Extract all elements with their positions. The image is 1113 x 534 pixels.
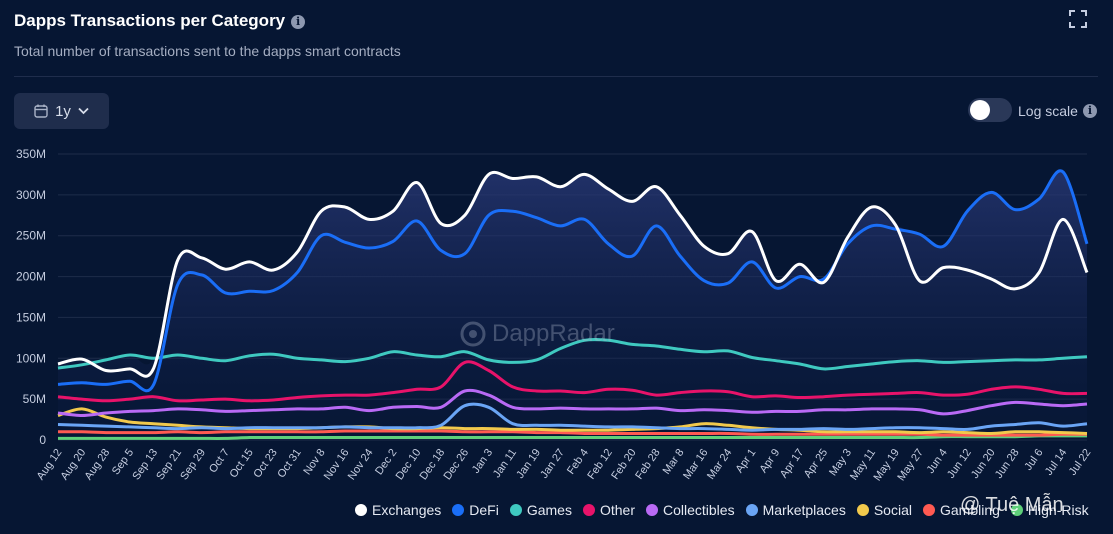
dappradar-watermark: DappRadar (460, 320, 615, 348)
x-tick-label: Jun 12 (945, 447, 974, 481)
legend-label: Exchanges (372, 502, 442, 518)
legend-item[interactable]: DeFi (452, 502, 499, 518)
series-line-games (57, 338, 1088, 371)
series-line-high-risk (58, 434, 1087, 440)
time-range-dropdown[interactable]: 1y (14, 93, 109, 129)
legend-item[interactable]: Marketplaces (745, 502, 846, 518)
legend-label: DeFi (469, 502, 499, 518)
y-tick-label: 150M (16, 310, 46, 324)
x-tick-label: Feb 28 (633, 447, 662, 482)
chart-title-text: Dapps Transactions per Category (14, 11, 286, 30)
dappradar-logo-icon (460, 321, 486, 347)
x-tick-label: Apr 25 (802, 447, 830, 480)
overlay-watermark: @ Tuệ Mẫn (960, 494, 1064, 516)
legend-label: Gambling (939, 502, 1000, 518)
chart-title: Dapps Transactions per Category i (14, 11, 306, 31)
watermark-text: DappRadar (492, 320, 615, 347)
x-tick-label: Apr 17 (778, 447, 806, 480)
x-tick-label: Aug 28 (82, 447, 112, 482)
legend-label: High-Risk (1027, 502, 1089, 518)
x-tick-label: Oct 31 (275, 447, 303, 480)
legend-label: Marketplaces (762, 502, 846, 518)
log-scale-toggle[interactable] (968, 98, 1012, 122)
legend-item[interactable]: Other (582, 502, 635, 518)
legend-item[interactable]: Gambling (922, 502, 1000, 518)
legend-marker (509, 504, 522, 516)
legend-item[interactable]: Exchanges (355, 502, 441, 518)
x-tick-label: Jun 28 (993, 447, 1022, 481)
legend-marker (582, 504, 595, 516)
chart-legend: Exchanges DeFi Games Other Collectibles Marke… (355, 502, 1089, 518)
x-tick-label: Jul 14 (1043, 447, 1070, 478)
x-tick-label: Oct 23 (251, 447, 279, 480)
legend-item[interactable]: High-Risk (1010, 502, 1089, 518)
legend-marker (856, 504, 869, 516)
x-tick-label: Apr 1 (734, 447, 759, 475)
expand-icon[interactable] (1069, 10, 1087, 28)
time-range-label: 1y (55, 102, 71, 120)
log-scale-label: Log scale (1018, 103, 1078, 119)
chevron-down-icon (78, 107, 89, 115)
legend-item[interactable]: Collectibles (645, 502, 735, 518)
legend-item[interactable]: Games (509, 502, 572, 518)
series-line-other (57, 360, 1088, 403)
legend-marker (452, 504, 465, 516)
x-tick-label: Mar 24 (705, 447, 734, 482)
legend-label: Social (873, 502, 912, 518)
x-tick-label: Jan 27 (538, 447, 567, 481)
x-tick-label: Nov 24 (346, 447, 376, 482)
series-line-marketplaces (57, 402, 1088, 432)
series-line-gambling (57, 429, 1088, 437)
y-tick-label: 50M (23, 392, 46, 406)
x-tick-label: May 27 (895, 447, 926, 483)
legend-label: Games (526, 502, 572, 518)
area-fill (58, 170, 1087, 440)
x-tick-label: Jan 19 (514, 447, 543, 481)
x-tick-label: Dec 26 (441, 447, 471, 482)
y-tick-label: 250M (16, 229, 46, 243)
toggle-knob (970, 100, 990, 120)
series-line-collectibles (57, 388, 1088, 417)
legend-label: Collectibles (662, 502, 735, 518)
y-tick-label: 350M (16, 147, 46, 161)
x-tick-label: Sep 29 (178, 447, 208, 482)
x-tick-label: Jul 22 (1067, 447, 1094, 478)
legend-marker (645, 504, 658, 516)
header-divider (14, 76, 1098, 77)
series-line-exchanges (57, 170, 1089, 378)
y-tick-label: 200M (16, 270, 46, 284)
y-tick-label: 100M (16, 351, 46, 365)
calendar-icon (34, 104, 48, 118)
series-line-defi (57, 169, 1089, 393)
log-scale-info-icon[interactable]: i (1083, 104, 1097, 118)
y-tick-label: 300M (16, 188, 46, 202)
chart-subtitle: Total number of transactions sent to the… (14, 43, 401, 59)
legend-label: Other (599, 502, 635, 518)
y-tick-label: 0 (39, 433, 46, 447)
legend-marker (745, 504, 758, 516)
x-tick-label: Jul 6 (1022, 447, 1045, 473)
x-tick-label: Oct 15 (227, 447, 255, 480)
x-tick-label: Jun 20 (969, 447, 998, 481)
legend-item[interactable]: Social (856, 502, 912, 518)
legend-marker (355, 504, 367, 516)
legend-marker (922, 504, 935, 516)
info-icon[interactable]: i (291, 15, 306, 29)
legend-marker (1010, 504, 1023, 516)
